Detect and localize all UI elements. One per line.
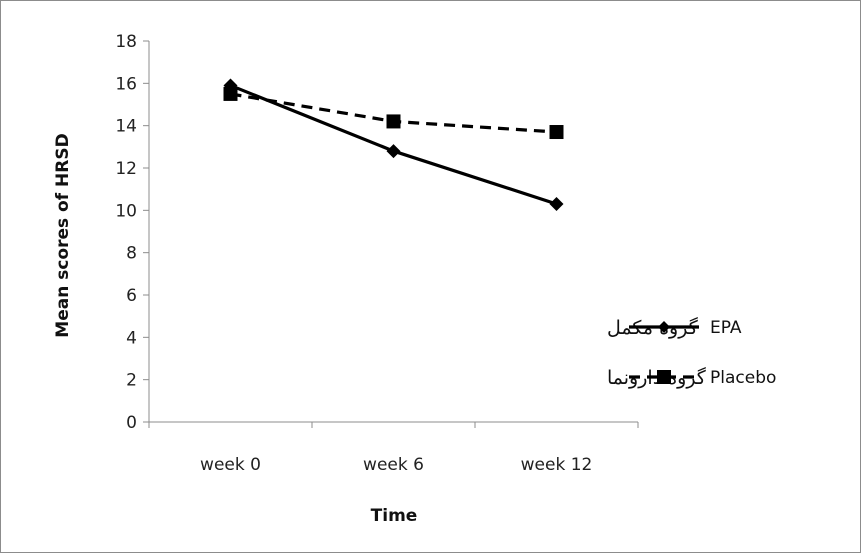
y-tick-label: 14 bbox=[115, 117, 137, 137]
y-tick-label: 12 bbox=[115, 159, 137, 179]
series-epa bbox=[223, 78, 564, 211]
y-tick-label: 2 bbox=[126, 371, 137, 391]
x-axis-title: Time bbox=[371, 506, 418, 526]
x-tick-label: week 12 bbox=[521, 455, 593, 475]
legend-item-epa: گروه مکمل EPA bbox=[607, 316, 742, 339]
legend-item-placebo: گروه دارونما Placebo bbox=[607, 366, 776, 389]
y-tick-label: 0 bbox=[126, 413, 137, 433]
legend-marker-placebo bbox=[657, 370, 671, 384]
y-tick-label: 16 bbox=[115, 74, 137, 94]
axes bbox=[148, 41, 638, 423]
legend-marker-epa bbox=[658, 321, 670, 333]
legend-label: Placebo bbox=[710, 368, 776, 388]
data-point-placebo bbox=[386, 114, 401, 129]
y-axis-title: Mean scores of HRSD bbox=[53, 133, 73, 337]
x-axis-ticks: week 0 week 6 week 12 bbox=[148, 422, 639, 475]
series-group bbox=[223, 78, 564, 211]
data-point-epa bbox=[386, 144, 401, 159]
x-tick-label: week 0 bbox=[200, 455, 261, 475]
legend-label: EPA bbox=[710, 318, 742, 338]
y-tick-label: 18 bbox=[115, 32, 137, 52]
data-point-placebo bbox=[549, 125, 564, 140]
x-tick-label: week 6 bbox=[363, 455, 424, 475]
y-tick-label: 8 bbox=[126, 244, 137, 264]
y-tick-label: 4 bbox=[126, 328, 137, 348]
y-tick-label: 10 bbox=[115, 201, 137, 221]
y-tick-label: 6 bbox=[126, 286, 137, 306]
series-placebo bbox=[223, 86, 564, 140]
data-point-placebo bbox=[223, 86, 238, 101]
y-axis-ticks: 0 2 4 6 8 10 12 14 16 18 bbox=[115, 32, 149, 433]
data-point-epa bbox=[549, 196, 564, 211]
legend: گروه مکمل EPA گروه دارونما Placebo bbox=[607, 316, 776, 389]
